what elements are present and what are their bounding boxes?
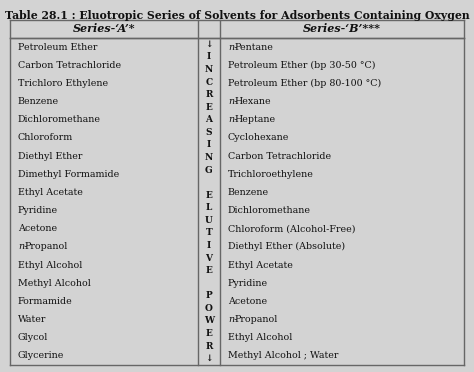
Text: S: S [206, 128, 212, 137]
Text: P: P [206, 291, 212, 300]
Text: Methyl Alcohol ; Water: Methyl Alcohol ; Water [228, 352, 338, 360]
Text: Diethyl Ether: Diethyl Ether [18, 151, 82, 161]
Text: T: T [206, 228, 212, 237]
Text: Petroleum Ether: Petroleum Ether [18, 42, 97, 52]
Text: Petroleum Ether (bp 80-100 °C): Petroleum Ether (bp 80-100 °C) [228, 79, 381, 88]
Text: E: E [206, 191, 212, 200]
Text: Chloroform: Chloroform [18, 134, 73, 142]
Text: Ethyl Acetate: Ethyl Acetate [18, 188, 83, 197]
Text: Glycerine: Glycerine [18, 352, 64, 360]
Text: V: V [206, 254, 212, 263]
Text: Pyridine: Pyridine [228, 279, 268, 288]
Text: Pyridine: Pyridine [18, 206, 58, 215]
Text: Formamide: Formamide [18, 297, 73, 306]
Text: Cyclohexane: Cyclohexane [228, 134, 289, 142]
Text: R: R [205, 341, 213, 351]
Text: n-: n- [228, 115, 237, 124]
Bar [10, 20, 464, 38]
Text: W: W [204, 317, 214, 326]
Text: Chloroform (Alcohol-Free): Chloroform (Alcohol-Free) [228, 224, 356, 233]
Text: Benzene: Benzene [228, 188, 269, 197]
Text: Dichloromethane: Dichloromethane [18, 115, 101, 124]
Text: Carbon Tetrachloride: Carbon Tetrachloride [18, 61, 121, 70]
Text: n-: n- [228, 42, 237, 52]
Text: E: E [206, 329, 212, 338]
Text: Diethyl Ether (Absolute): Diethyl Ether (Absolute) [228, 242, 345, 251]
Text: I: I [207, 52, 211, 61]
Text: Dichloromethane: Dichloromethane [228, 206, 311, 215]
Text: O: O [205, 304, 213, 313]
Text: Ethyl Alcohol: Ethyl Alcohol [18, 260, 82, 270]
Text: Benzene: Benzene [18, 97, 59, 106]
Text: Acetone: Acetone [228, 297, 267, 306]
Text: Trichloro Ethylene: Trichloro Ethylene [18, 79, 108, 88]
Text: Ethyl Acetate: Ethyl Acetate [228, 260, 293, 270]
Text: Carbon Tetrachloride: Carbon Tetrachloride [228, 151, 331, 161]
Text: R: R [205, 90, 213, 99]
Text: Petroleum Ether (bp 30-50 °C): Petroleum Ether (bp 30-50 °C) [228, 61, 375, 70]
Text: U: U [205, 216, 213, 225]
Text: I: I [207, 140, 211, 150]
Text: Heptane: Heptane [235, 115, 276, 124]
Text: n-: n- [228, 97, 237, 106]
Text: I: I [207, 241, 211, 250]
Text: C: C [205, 77, 212, 87]
Text: Trichloroethylene: Trichloroethylene [228, 170, 314, 179]
Text: Propanol: Propanol [235, 315, 278, 324]
Text: ↓: ↓ [205, 40, 213, 49]
Text: Acetone: Acetone [18, 224, 57, 233]
Text: Series-‘B’***: Series-‘B’*** [303, 23, 381, 35]
Text: Dimethyl Formamide: Dimethyl Formamide [18, 170, 119, 179]
Text: N: N [205, 153, 213, 162]
Text: Pentane: Pentane [235, 42, 274, 52]
Text: Table 28.1 : Eluotropic Series of Solvents for Adsorbents Containing Oxygen: Table 28.1 : Eluotropic Series of Solven… [5, 10, 469, 21]
Text: A: A [206, 115, 212, 124]
Text: Water: Water [18, 315, 46, 324]
Text: ↓: ↓ [205, 354, 213, 363]
Text: Glycol: Glycol [18, 333, 48, 342]
Text: Methyl Alcohol: Methyl Alcohol [18, 279, 91, 288]
Text: N: N [205, 65, 213, 74]
Text: L: L [206, 203, 212, 212]
Text: E: E [206, 266, 212, 275]
Text: n-: n- [228, 315, 237, 324]
Text: Series-‘A’*: Series-‘A’* [73, 23, 135, 35]
Text: G: G [205, 166, 213, 174]
Text: n-: n- [18, 243, 27, 251]
Text: Hexane: Hexane [235, 97, 272, 106]
Text: E: E [206, 103, 212, 112]
Text: Propanol: Propanol [25, 243, 68, 251]
Text: Ethyl Alcohol: Ethyl Alcohol [228, 333, 292, 342]
